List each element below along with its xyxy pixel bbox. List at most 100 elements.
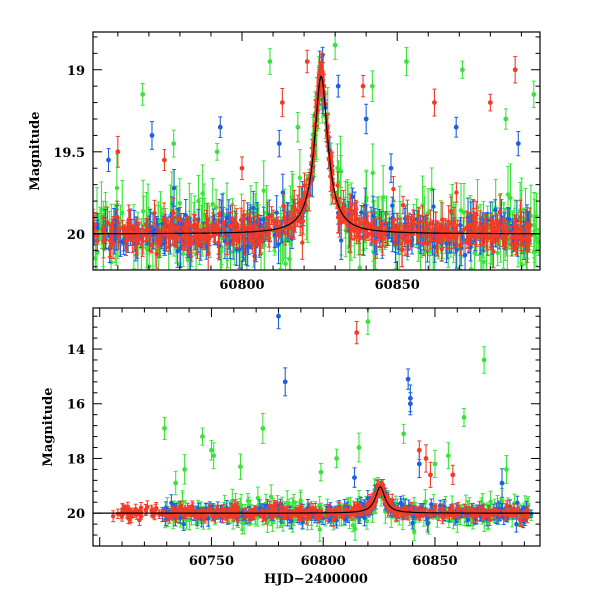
bottom-outlier-point: [356, 432, 362, 463]
top-data-point: [412, 214, 417, 236]
top-data-point: [370, 224, 375, 244]
top-outlier-point: [453, 116, 459, 138]
top-data-point: [281, 193, 286, 218]
top-data-point: [147, 220, 153, 251]
bottom-outlier-point: [282, 367, 288, 397]
bottom-outlier-point: [211, 442, 217, 470]
bottom-data-point: [433, 503, 438, 510]
top-data-point: [222, 220, 227, 238]
bottom-series-red: [110, 320, 530, 527]
top-data-point: [297, 149, 303, 207]
top-outlier-point: [217, 116, 223, 139]
top-data-point: [534, 227, 539, 253]
top-data-point: [252, 215, 257, 235]
bottom-x-tick-label: 60850: [412, 554, 457, 569]
bottom-y-tick-label: 16: [67, 398, 85, 413]
bottom-y-tick-label: 14: [67, 343, 85, 358]
top-data-point: [123, 225, 129, 257]
top-outlier-point: [115, 135, 121, 168]
top-data-point: [464, 233, 470, 249]
bottom-data-point: [331, 513, 336, 527]
top-data-point: [357, 220, 363, 256]
top-data-point: [474, 200, 479, 228]
bottom-outlier-point: [432, 449, 438, 479]
top-data-point: [95, 229, 100, 243]
bottom-data-point: [386, 499, 391, 512]
top-outlier-point: [512, 56, 518, 84]
bottom-outlier-point: [499, 468, 505, 498]
top-data-point: [458, 234, 463, 256]
bottom-data-point: [202, 510, 208, 524]
bottom-outlier-point: [334, 448, 340, 469]
top-data-point: [439, 237, 444, 262]
bottom-data-point: [340, 511, 346, 519]
top-panel: 60800 60850 19 19.5 20 Magnitude: [28, 31, 541, 293]
top-x-tick-label: 60800: [219, 278, 264, 293]
top-data-point: [120, 219, 125, 236]
bottom-outlier-point: [416, 440, 422, 461]
top-outlier-point: [239, 156, 245, 181]
bottom-data-point: [300, 510, 306, 521]
top-data-point: [93, 211, 97, 237]
top-data-point: [364, 219, 369, 235]
top-data-point: [335, 171, 340, 200]
bottom-data-point: [115, 508, 121, 520]
top-data-point: [241, 199, 247, 231]
bottom-y-axis-label: Magnitude: [41, 387, 56, 466]
top-outlier-point: [531, 80, 537, 109]
bottom-tick-labels: 60750 60800 60850 14 16 18 20: [67, 343, 458, 569]
bottom-outlier-point: [450, 464, 456, 485]
top-y-tick-label: 19: [67, 64, 85, 79]
top-data-point: [471, 208, 477, 229]
top-plot-frame: [92, 31, 541, 271]
top-outlier-point: [295, 112, 301, 143]
top-y-tick-label: 19.5: [53, 146, 85, 161]
bottom-data-point: [110, 510, 116, 523]
top-outlier-point: [214, 142, 220, 161]
top-data-point: [500, 228, 505, 248]
top-data-point: [494, 212, 500, 233]
bottom-x-tick-label: 60750: [189, 554, 234, 569]
top-outlier-point: [487, 93, 493, 112]
bottom-data-point: [497, 509, 502, 520]
top-data-point: [448, 196, 454, 226]
top-data-point: [110, 218, 115, 241]
top-data-point: [421, 229, 426, 257]
bottom-outlier-point: [276, 308, 281, 330]
bottom-data-point: [405, 507, 411, 521]
bottom-outlier-point: [238, 453, 243, 480]
top-data-point: [227, 211, 232, 239]
top-outlier-point: [171, 129, 177, 158]
bottom-outlier-point: [173, 470, 179, 496]
top-outlier-point: [369, 70, 375, 102]
bottom-data-point: [436, 508, 442, 521]
top-outlier-point: [335, 74, 341, 98]
top-outlier-point: [276, 129, 282, 158]
bottom-plot-frame: [92, 307, 541, 547]
bottom-outlier-point: [461, 407, 467, 427]
bottom-data-point: [128, 510, 134, 523]
top-x-tick-label: 60850: [375, 278, 420, 293]
top-y-tick-label: 20: [67, 228, 85, 243]
top-data-point: [283, 215, 288, 229]
top-data-point: [140, 225, 145, 257]
top-data-point: [532, 198, 537, 264]
bottom-x-tick-label: 60800: [301, 554, 346, 569]
top-outlier-point: [161, 149, 167, 171]
top-data-point: [144, 218, 149, 242]
bottom-outlier-point: [209, 440, 214, 461]
bottom-outlier-point: [318, 462, 324, 482]
bottom-data-point: [216, 509, 222, 516]
bottom-data-point: [477, 501, 482, 513]
top-data-point: [296, 186, 302, 221]
top-data-point: [428, 230, 434, 250]
top-data-point: [209, 224, 215, 237]
bottom-outlier-point: [405, 368, 411, 390]
top-outlier-point: [388, 153, 394, 184]
top-data-point: [185, 230, 191, 256]
bottom-outlier-point: [428, 461, 433, 488]
top-data-point: [335, 201, 341, 234]
bottom-outlier-point: [260, 412, 266, 444]
bottom-outlier-point: [504, 455, 509, 484]
top-data-point: [300, 225, 305, 260]
